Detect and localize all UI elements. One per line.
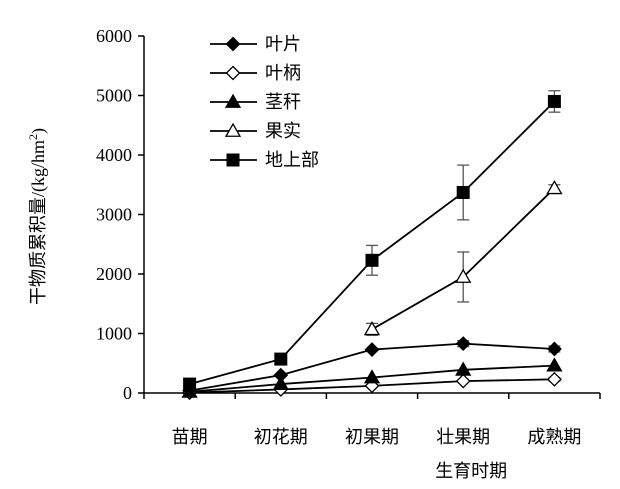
legend-marker xyxy=(224,93,242,108)
data-point xyxy=(274,352,288,366)
x-tick-label: 苗期 xyxy=(172,427,208,448)
legend-item: 叶片 xyxy=(210,34,301,55)
series-3 xyxy=(181,357,563,398)
data-point xyxy=(455,336,471,352)
y-tick-label: 5000 xyxy=(96,86,132,106)
y-tick-label: 1000 xyxy=(96,324,132,344)
y-tick-label: 2000 xyxy=(96,264,132,284)
series-5 xyxy=(183,90,561,391)
data-point xyxy=(455,361,472,376)
y-axis-title-prefix: 干物质累积量 xyxy=(28,197,49,305)
y-tick-label: 4000 xyxy=(96,145,132,165)
axes: 0 1000 2000 3000 4000 5000 6000 苗期 初花期 初果期 壮果期 成熟期 xyxy=(96,26,601,448)
legend-item: 地上部 xyxy=(210,150,319,171)
legend-item: 果实 xyxy=(210,121,301,142)
y-axis-title-sup: 2 xyxy=(26,134,40,140)
data-point xyxy=(364,342,380,357)
data-point xyxy=(546,180,563,195)
legend-marker xyxy=(225,65,241,81)
y-tick-label: 3000 xyxy=(96,205,132,225)
legend-label: 果实 xyxy=(265,121,301,142)
data-point xyxy=(363,321,381,336)
legend-item: 茎秆 xyxy=(210,92,301,113)
series-layer xyxy=(181,90,563,401)
data-point xyxy=(272,375,289,390)
data-point xyxy=(546,341,562,357)
legend-label: 叶片 xyxy=(265,34,301,55)
legend-label: 茎秆 xyxy=(265,92,301,113)
data-point xyxy=(365,253,379,267)
legend-label: 地上部 xyxy=(265,150,319,171)
data-point xyxy=(455,268,472,283)
y-axis-title: 干物质累积量/(kg/hm2) xyxy=(26,128,49,305)
y-axis-title-unit: /(kg/hm xyxy=(28,140,49,197)
data-point xyxy=(546,371,562,387)
legend-marker xyxy=(226,153,240,167)
data-point xyxy=(181,383,198,398)
legend-marker xyxy=(225,36,241,52)
x-axis-title: 生育时期 xyxy=(435,461,507,482)
y-tick-label: 6000 xyxy=(96,26,132,46)
legend-label: 叶柄 xyxy=(265,63,301,84)
data-point xyxy=(547,94,561,108)
legend-marker xyxy=(224,122,242,137)
x-tick-label: 壮果期 xyxy=(436,427,490,448)
x-tick-label: 初花期 xyxy=(254,427,308,448)
data-point xyxy=(456,185,470,199)
data-point xyxy=(455,373,471,389)
y-tick-label: 0 xyxy=(123,383,132,403)
y-axis-title-suffix: ) xyxy=(28,128,49,134)
data-point xyxy=(363,369,381,384)
x-tick-label: 初果期 xyxy=(345,427,399,448)
series-4 xyxy=(363,180,563,336)
data-point xyxy=(546,357,563,372)
legend-item: 叶柄 xyxy=(210,63,301,84)
data-point xyxy=(183,377,197,391)
x-tick-label: 成熟期 xyxy=(527,427,581,448)
